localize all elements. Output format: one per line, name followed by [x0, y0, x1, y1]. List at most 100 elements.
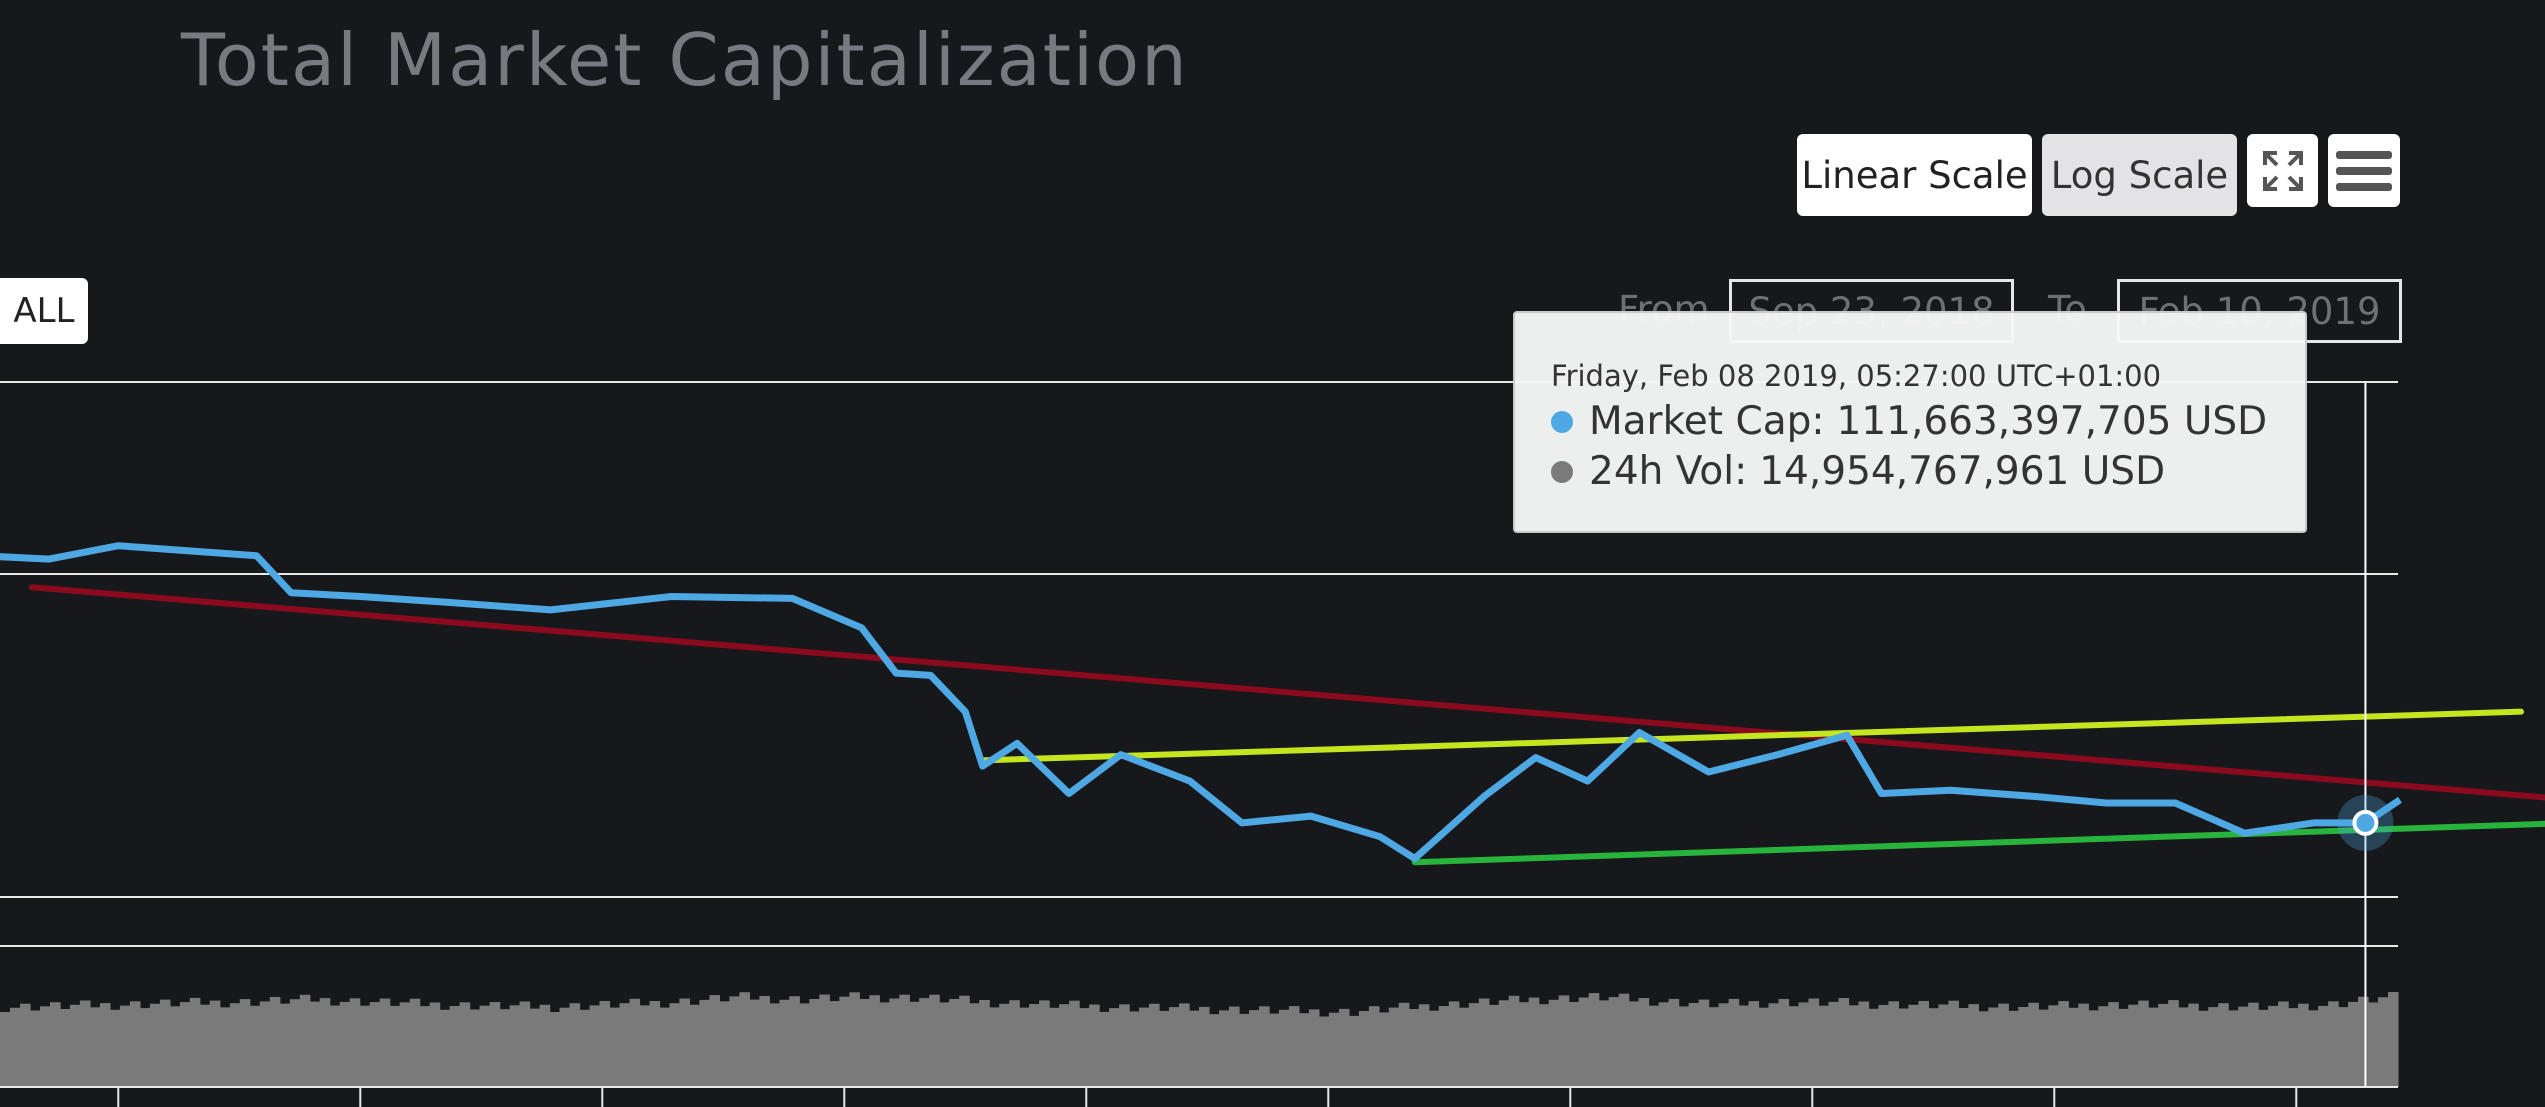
volume-bar	[639, 1005, 651, 1087]
volume-bar	[579, 1009, 591, 1087]
volume-bar	[809, 999, 820, 1087]
volume-bar	[299, 994, 311, 1087]
volume-bar	[2378, 997, 2389, 1087]
volume-bar	[979, 1000, 990, 1087]
volume-bar	[1219, 1010, 1230, 1087]
volume-bar	[159, 999, 171, 1087]
volume-bar	[2248, 1002, 2259, 1087]
volume-bar	[2208, 1007, 2219, 1087]
volume-bar	[2158, 1003, 2169, 1087]
volume-bar	[569, 1003, 581, 1087]
volume-bar	[1778, 999, 1790, 1087]
volume-bar	[1718, 1003, 1730, 1087]
volume-bar	[1938, 1004, 1949, 1087]
volume-bar	[1908, 1004, 1919, 1087]
volume-bar	[879, 1002, 890, 1087]
volume-bar	[859, 999, 870, 1087]
volume-bar	[2258, 1009, 2269, 1087]
volume-bar	[349, 998, 361, 1087]
tooltip-series-value: 111,663,397,705 USD	[1836, 399, 2268, 444]
volume-bar	[1079, 1008, 1090, 1087]
volume-bar	[359, 1005, 371, 1087]
market-cap-dot-icon	[1551, 410, 1573, 433]
volume-bar	[599, 1001, 611, 1087]
tooltip-series-name: 24h Vol	[1589, 449, 1735, 494]
volume-bar	[2218, 1003, 2229, 1087]
volume-bar	[1368, 1006, 1380, 1087]
volume-bar	[1608, 997, 1620, 1087]
volume-bar	[119, 1005, 131, 1087]
volume-bar	[1249, 1010, 1260, 1087]
volume-bar	[1788, 1006, 1800, 1087]
volume-bar	[2318, 1005, 2329, 1087]
volume-bar	[379, 998, 391, 1087]
volume-bar	[1428, 1010, 1440, 1087]
volume-bar	[2168, 1000, 2179, 1087]
volume-bar	[1548, 999, 1560, 1087]
volume-bar	[549, 1012, 561, 1087]
range-all-button[interactable]: ALL	[0, 278, 88, 344]
volume-bar	[1288, 1006, 1300, 1087]
volume-bar	[2018, 1007, 2029, 1087]
volume-bar	[729, 996, 740, 1087]
volume-bar	[209, 1000, 221, 1087]
volume-bar	[819, 994, 830, 1087]
volume-bar	[2008, 1010, 2019, 1087]
volume-bar	[1848, 1005, 1860, 1087]
volume-bar	[319, 998, 331, 1087]
volume-bar	[1229, 1006, 1240, 1087]
volume-bar	[1888, 1001, 1899, 1087]
volume-bar	[709, 995, 720, 1087]
volume-bar	[1818, 1005, 1830, 1087]
volume-bar	[1618, 993, 1630, 1087]
volume-bar	[419, 1006, 431, 1087]
volume-bar	[339, 1001, 351, 1087]
volume-bar	[1179, 1003, 1190, 1087]
volume-bar	[1498, 1000, 1510, 1087]
volume-bar	[1029, 1004, 1040, 1087]
volume-bar	[1658, 1002, 1670, 1087]
log-scale-button[interactable]: Log Scale	[2042, 134, 2237, 216]
volume-bar	[409, 998, 421, 1087]
volume-bar	[1338, 1008, 1350, 1087]
volume-bar	[20, 1003, 31, 1087]
volume-bar	[1448, 1001, 1460, 1087]
volume-bar	[1418, 1004, 1430, 1087]
volume-bar	[1189, 1010, 1200, 1087]
volume-bar	[459, 1002, 471, 1087]
volume-bar	[2278, 1001, 2289, 1087]
volume-bar	[969, 1003, 980, 1087]
tooltip: Friday, Feb 08 2019, 05:27:00 UTC+01:00 …	[1513, 311, 2307, 533]
volume-bar	[1328, 1012, 1340, 1087]
volume-bar	[239, 999, 251, 1087]
volume-bar	[499, 1009, 511, 1087]
volume-bar	[989, 1007, 1000, 1087]
volume-bar	[1968, 1004, 1979, 1087]
volume-bar	[1468, 1003, 1480, 1087]
volume-bar	[609, 1007, 621, 1087]
volume-bar	[2088, 1010, 2099, 1087]
volume-bar	[679, 998, 690, 1087]
volume-bar	[1348, 1015, 1360, 1087]
volume-bar	[1828, 1001, 1840, 1087]
volume-bar	[999, 1003, 1010, 1087]
volume-bar	[2068, 1007, 2079, 1087]
volume-bar	[2108, 1002, 2119, 1087]
linear-scale-button[interactable]: Linear Scale	[1797, 134, 2032, 216]
chart-menu-button[interactable]	[2328, 134, 2400, 207]
volume-bar	[469, 1009, 481, 1087]
volume-bar	[2038, 1009, 2049, 1087]
volume-bar	[659, 1007, 671, 1087]
volume-bar	[2078, 1003, 2089, 1087]
tooltip-series-name: Market Cap	[1589, 399, 1812, 444]
volume-bar	[1259, 1006, 1270, 1087]
volume-bar	[699, 999, 710, 1087]
fullscreen-button[interactable]	[2247, 134, 2318, 207]
volume-bar	[1628, 1001, 1640, 1087]
hamburger-menu-icon	[2336, 150, 2392, 191]
volume-dot-icon	[1551, 460, 1573, 483]
volume-bar	[369, 1002, 381, 1087]
x-axis	[0, 1086, 2398, 1107]
volume-bar	[1239, 1013, 1250, 1087]
volume-bar	[759, 996, 770, 1087]
